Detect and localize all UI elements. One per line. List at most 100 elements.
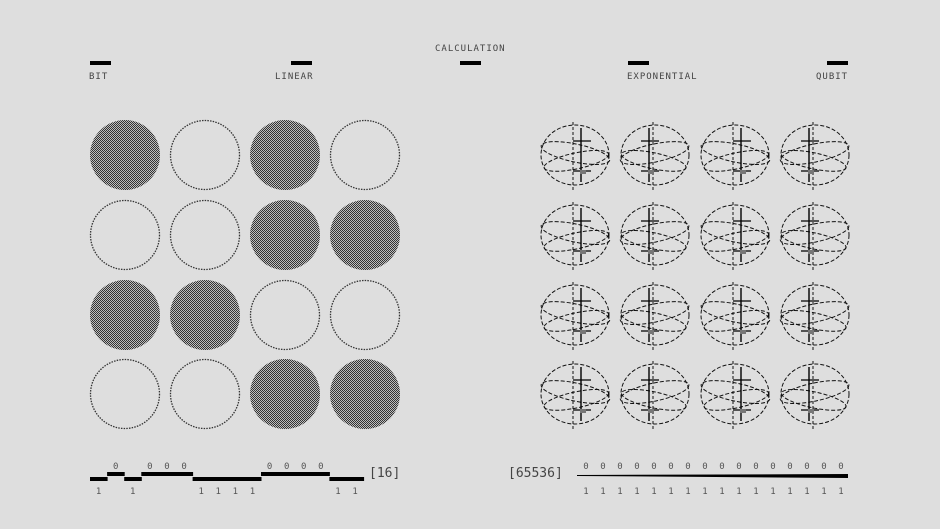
bit-zero-label: 0 xyxy=(113,462,118,472)
sphere-orbit xyxy=(780,309,847,332)
bit-circle-empty xyxy=(169,119,241,191)
sphere-orbit xyxy=(620,309,687,332)
sphere-orbit xyxy=(703,229,770,252)
state-marker xyxy=(648,409,654,413)
bit-wave-segment xyxy=(261,472,279,476)
bit-wave-segment xyxy=(312,472,330,476)
qubit-sphere xyxy=(779,361,850,430)
qubit-sphere xyxy=(619,202,690,271)
qubit-zero-label: 0 xyxy=(600,462,605,472)
sphere-equator xyxy=(540,141,611,165)
qubit-one-label: 1 xyxy=(770,487,775,497)
bit-count-label: [16] xyxy=(369,466,401,481)
qubit-one-label: 1 xyxy=(787,487,792,497)
state-marker xyxy=(740,250,746,254)
qubit-one-label: 1 xyxy=(736,487,741,497)
state-marker xyxy=(808,330,814,334)
bit-one-label: 1 xyxy=(130,487,135,497)
bit-circle-empty xyxy=(249,279,321,351)
exponential-label: EXPONENTIAL xyxy=(627,72,698,82)
bit-one-label: 1 xyxy=(216,487,221,497)
qubit-zero-label: 0 xyxy=(617,462,622,472)
sphere-equator xyxy=(779,221,850,245)
bit-wave-segment xyxy=(192,477,211,481)
sphere-equator xyxy=(779,301,850,325)
sphere-equator xyxy=(700,301,771,325)
state-marker xyxy=(740,170,746,174)
header-marker-linear xyxy=(291,61,312,65)
bit-circle-filled xyxy=(330,359,400,429)
sphere-outline xyxy=(780,363,850,425)
sphere-equator xyxy=(619,221,690,245)
sphere-orbit xyxy=(620,149,687,172)
bit-label: BIT xyxy=(89,72,109,82)
sphere-orbit xyxy=(543,229,610,252)
state-marker xyxy=(740,409,746,413)
qubit-zero-label: 0 xyxy=(685,462,690,472)
qubit-zero-label: 0 xyxy=(736,462,741,472)
sphere-outline xyxy=(780,204,850,266)
qubit-wave-line xyxy=(577,474,848,478)
header-marker-calculation xyxy=(460,61,481,65)
state-marker xyxy=(808,170,814,174)
qubit-sphere xyxy=(540,282,611,351)
qubit-zero-label: 0 xyxy=(668,462,673,472)
bit-one-label: 1 xyxy=(233,487,238,497)
bit-zero-label: 0 xyxy=(284,462,289,472)
header-marker-qubit xyxy=(827,61,848,65)
qubit-sphere-grid xyxy=(540,122,850,430)
qubit-zero-label: 0 xyxy=(583,462,588,472)
sphere-equator xyxy=(779,380,850,404)
sphere-equator xyxy=(540,221,611,245)
sphere-equator xyxy=(700,380,771,404)
qubit-zero-label: 0 xyxy=(651,462,656,472)
qubit-sphere xyxy=(779,202,850,271)
bit-circle-empty xyxy=(89,358,161,430)
sphere-outline xyxy=(780,284,850,346)
qubit-one-label: 1 xyxy=(668,487,673,497)
qubit-zero-label: 0 xyxy=(770,462,775,472)
bit-wave-segment xyxy=(209,477,228,481)
header-marker-bit xyxy=(90,61,111,65)
qubit-one-label: 1 xyxy=(753,487,758,497)
qubit-one-label: 1 xyxy=(583,487,588,497)
qubit-sphere xyxy=(779,282,850,351)
state-marker xyxy=(808,250,814,254)
qubit-one-label: 1 xyxy=(702,487,707,497)
bit-wave-segment xyxy=(329,477,347,481)
bit-one-label: 1 xyxy=(335,487,340,497)
bit-circle-filled xyxy=(250,359,320,429)
bit-zero-label: 0 xyxy=(301,462,306,472)
qubit-sphere xyxy=(540,202,611,271)
bit-wave-segment xyxy=(295,472,313,476)
bit-zero-label: 0 xyxy=(267,462,272,472)
header-marker-exponential xyxy=(628,61,649,65)
sphere-orbit xyxy=(620,229,687,252)
bit-waveform: 1 0 1 0 0 0 1 1 1 1 0 0 0 0 1 1 xyxy=(90,462,365,497)
bit-wave-segment xyxy=(141,472,159,476)
bit-one-label: 1 xyxy=(250,487,255,497)
bit-circle-grid xyxy=(89,119,401,430)
bit-circle-empty xyxy=(169,199,241,271)
qubit-one-label: 1 xyxy=(651,487,656,497)
qubit-zero-label: 0 xyxy=(634,462,639,472)
sphere-outline xyxy=(620,284,690,346)
state-marker xyxy=(648,330,654,334)
bit-wave-segment xyxy=(90,477,108,481)
state-marker xyxy=(648,170,654,174)
sphere-orbit xyxy=(780,229,847,252)
qubit-waveform: 0 0 0 0 0 0 0 0 0 0 0 0 0 0 0 0 1 1 1 1 1 1 1 1 1 1 1 1 1 1 1 1 xyxy=(577,462,848,497)
qubit-sphere xyxy=(700,202,771,271)
qubit-one-label: 1 xyxy=(719,487,724,497)
bit-one-label: 1 xyxy=(96,487,101,497)
bit-one-label: 1 xyxy=(352,487,357,497)
qubit-sphere xyxy=(619,361,690,430)
sphere-equator xyxy=(700,221,771,245)
sphere-equator xyxy=(540,380,611,404)
bit-circle-filled xyxy=(170,280,240,350)
sphere-orbit xyxy=(703,388,770,411)
qubit-sphere xyxy=(619,122,690,191)
state-marker xyxy=(580,250,586,254)
qubit-sphere xyxy=(700,361,771,430)
qubit-sphere xyxy=(540,122,611,191)
